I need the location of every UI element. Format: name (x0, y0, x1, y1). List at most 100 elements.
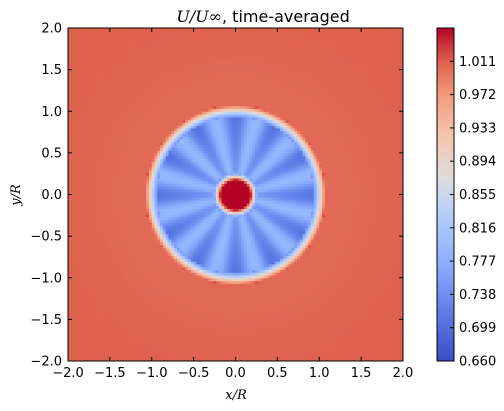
heatmap-cell (93, 347, 97, 351)
heatmap-cell (101, 150, 105, 154)
heatmap-cell (84, 172, 89, 176)
heatmap-cell (126, 147, 131, 151)
heatmap-cell (121, 72, 125, 76)
heatmap-cell (104, 136, 108, 140)
heatmap-cell (87, 102, 91, 107)
heatmap-cell (87, 77, 91, 82)
heatmap-cell (68, 33, 72, 37)
heatmap-cell (121, 255, 125, 259)
heatmap-cell (126, 288, 131, 293)
heatmap-cell (81, 161, 86, 165)
heatmap-cell (68, 263, 72, 268)
heatmap-cell (79, 311, 83, 315)
heatmap-cell (93, 313, 97, 318)
heatmap-cell (129, 127, 133, 132)
heatmap-cell (76, 91, 80, 96)
heatmap-cell (121, 297, 125, 301)
heatmap-cell (95, 311, 100, 315)
heatmap-cell (76, 261, 80, 265)
heatmap-cell (104, 336, 108, 340)
heatmap-cell (98, 338, 103, 343)
heatmap-cells (68, 28, 403, 361)
heatmap-cell (121, 188, 125, 193)
heatmap-cell (93, 338, 97, 343)
heatmap-cell (123, 263, 128, 268)
heatmap-cell (73, 280, 77, 284)
heatmap-cell (121, 263, 125, 268)
heatmap-cell (68, 94, 72, 98)
heatmap-cell (118, 186, 122, 190)
heatmap-cell (93, 183, 97, 187)
heatmap-cell (73, 250, 77, 254)
heatmap-cell (123, 252, 128, 257)
heatmap-cell (98, 186, 103, 190)
heatmap-cell (84, 111, 89, 115)
heatmap-cell (76, 247, 80, 251)
heatmap-cell (87, 250, 91, 254)
heatmap-cell (115, 344, 119, 348)
heatmap-cell (76, 80, 80, 85)
heatmap-cell (84, 274, 89, 279)
heatmap-cell (101, 122, 105, 126)
heatmap-cell (76, 347, 80, 351)
heatmap-cell (109, 319, 114, 323)
heatmap-cell (112, 341, 117, 345)
heatmap-cell (68, 155, 72, 160)
heatmap-cell (107, 100, 111, 104)
heatmap-cell (126, 263, 131, 268)
heatmap-cell (84, 255, 89, 259)
heatmap-cell (70, 305, 75, 309)
heatmap-cell (104, 274, 108, 279)
heatmap-cell (70, 155, 75, 160)
heatmap-cell (68, 105, 72, 110)
heatmap-cell (101, 141, 105, 146)
heatmap-cell (84, 200, 89, 204)
heatmap-cell (84, 80, 89, 85)
heatmap-cell (112, 225, 117, 229)
heatmap-cell (104, 50, 108, 54)
heatmap-cell (84, 180, 89, 184)
heatmap-cell (87, 208, 91, 212)
heatmap-cell (87, 194, 91, 198)
heatmap-cell (126, 205, 131, 209)
heatmap-cell (76, 211, 80, 215)
heatmap-cell (93, 336, 97, 340)
heatmap-cell (90, 205, 94, 209)
heatmap-cell (73, 297, 77, 301)
heatmap-cell (95, 155, 100, 160)
heatmap-cell (79, 194, 83, 198)
heatmap-cell (76, 294, 80, 298)
heatmap-cell (95, 211, 100, 215)
heatmap-cell (126, 266, 131, 271)
heatmap-cell (95, 77, 100, 82)
heatmap-cell (118, 299, 122, 304)
heatmap-cell (79, 330, 83, 334)
heatmap-cell (107, 86, 111, 90)
heatmap-cell (123, 116, 128, 121)
heatmap-cell (132, 352, 136, 357)
heatmap-cell (115, 114, 119, 118)
heatmap-cell (87, 28, 91, 32)
heatmap-cell (87, 294, 91, 298)
heatmap-cell (115, 41, 119, 46)
heatmap-cell (121, 116, 125, 121)
heatmap-cell (95, 352, 100, 357)
heatmap-cell (126, 336, 131, 340)
heatmap-cell (109, 272, 114, 276)
heatmap-cell (98, 69, 103, 73)
heatmap-cell (84, 341, 89, 345)
heatmap-cell (68, 299, 72, 304)
heatmap-cell (112, 89, 117, 93)
heatmap-cell (73, 322, 77, 326)
heatmap-cell (109, 255, 114, 259)
heatmap-cell (79, 39, 83, 43)
heatmap-cell (79, 144, 83, 148)
heatmap-cell (107, 349, 111, 354)
heatmap-cell (129, 202, 133, 207)
heatmap-cell (87, 305, 91, 309)
heatmap-cell (79, 200, 83, 204)
heatmap-cell (95, 355, 100, 359)
heatmap-cell (79, 327, 83, 332)
heatmap-cell (90, 116, 94, 121)
heatmap-cell (76, 200, 80, 204)
